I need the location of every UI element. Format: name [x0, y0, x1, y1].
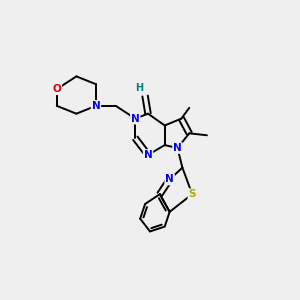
Text: N: N	[92, 101, 100, 111]
Text: O: O	[52, 84, 61, 94]
Text: N: N	[165, 174, 174, 184]
Text: S: S	[188, 189, 196, 199]
Text: H: H	[135, 83, 143, 93]
Text: N: N	[144, 150, 152, 160]
Text: N: N	[131, 114, 140, 124]
Text: N: N	[173, 143, 182, 153]
